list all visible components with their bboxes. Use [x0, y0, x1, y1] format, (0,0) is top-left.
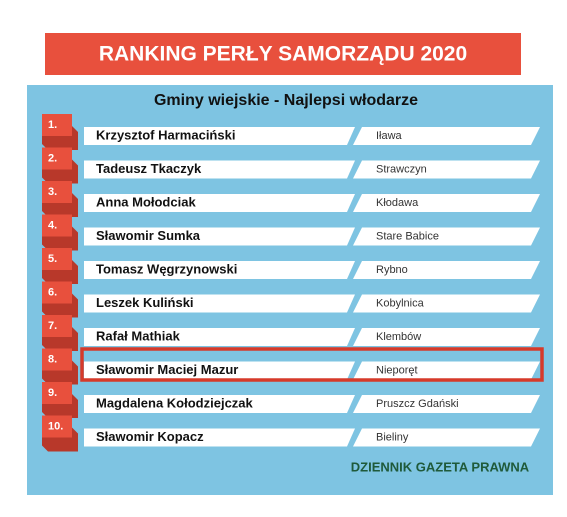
rank-badge	[42, 248, 72, 270]
place-field	[353, 227, 540, 246]
place: Kłodawa	[376, 197, 419, 209]
name-field	[84, 428, 355, 447]
title-box	[45, 33, 521, 75]
place: Pruszcz Gdański	[376, 398, 459, 410]
rank: 5.	[48, 253, 57, 265]
name-field	[84, 127, 355, 145]
name: Leszek Kuliński	[96, 295, 194, 310]
name: Rafał Mathiak	[96, 328, 181, 343]
name-field	[84, 227, 355, 246]
name: Magdalena Kołodziejczak	[96, 395, 254, 410]
rank: 10.	[48, 420, 63, 432]
rank: 4.	[48, 219, 57, 231]
name: Anna Mołodciak	[96, 194, 196, 209]
place: Nieporęt	[376, 364, 418, 376]
rank-badge	[42, 315, 72, 337]
name-field	[84, 160, 355, 179]
place-field	[353, 395, 540, 413]
place: Strawczyn	[376, 163, 427, 175]
name-field	[84, 294, 355, 313]
rank-badge	[42, 281, 72, 304]
rank: 8.	[48, 353, 57, 365]
name: Tomasz Węgrzynowski	[96, 261, 237, 276]
subtitle: Gminy wiejskie - Najlepsi włodarze	[154, 92, 418, 109]
highlight-frame	[80, 347, 544, 382]
rank: 7.	[48, 320, 57, 332]
name: Krzysztof Harmaciński	[96, 127, 235, 142]
footer-logo: DZIENNIK GAZETA PRAWNA	[351, 459, 530, 474]
place: Kobylnica	[376, 297, 425, 309]
rank: 1.	[48, 119, 57, 131]
name: Sławomir Sumka	[96, 228, 201, 243]
name-field	[84, 261, 355, 279]
rank: 2.	[48, 152, 57, 164]
place: Rybno	[376, 264, 408, 276]
name-field	[84, 328, 355, 346]
place-field	[353, 361, 540, 380]
place: Iława	[376, 130, 403, 142]
rank-badge	[42, 214, 72, 237]
place-field	[353, 294, 540, 313]
rank-badge	[42, 348, 72, 371]
place-field	[353, 328, 540, 346]
panel	[27, 85, 553, 495]
name-field	[84, 395, 355, 413]
rank: 6.	[48, 286, 57, 298]
place: Stare Babice	[376, 230, 439, 242]
rank: 3.	[48, 186, 57, 198]
rank-badge	[42, 114, 72, 136]
place: Bieliny	[376, 431, 409, 443]
rank-badge	[42, 415, 72, 438]
ranking-rows: 1. Krzysztof Harmaciński Iława 2. Tadeusz Tk…	[42, 114, 540, 452]
place: Klembów	[376, 331, 421, 343]
place-field	[353, 261, 540, 279]
name-field	[84, 361, 355, 380]
place-field	[353, 160, 540, 179]
name: Tadeusz Tkaczyk	[96, 161, 202, 176]
name: Sławomir Kopacz	[96, 429, 204, 444]
rank-badge	[42, 382, 72, 404]
place-field	[353, 428, 540, 447]
title: RANKING PERŁY SAMORZĄDU 2020	[99, 43, 467, 66]
rank: 9.	[48, 387, 57, 399]
name: Sławomir Maciej Mazur	[96, 362, 238, 377]
rank-badge	[42, 147, 72, 170]
name-field	[84, 194, 355, 212]
place-field	[353, 194, 540, 212]
place-field	[353, 127, 540, 145]
rank-badge	[42, 181, 72, 203]
